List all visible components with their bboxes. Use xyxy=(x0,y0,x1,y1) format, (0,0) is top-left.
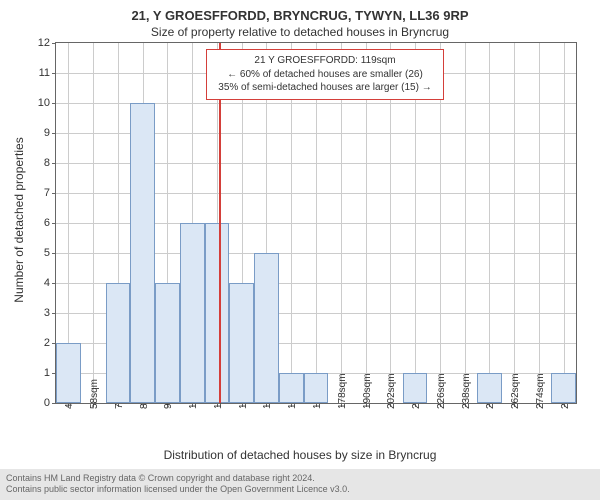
histogram-bar xyxy=(477,373,502,403)
ytick-mark xyxy=(52,253,56,254)
histogram-bar xyxy=(130,103,155,403)
xtick-label: 58sqm xyxy=(89,379,100,409)
annotation-box: 21 Y GROESFFORDD: 119sqm← 60% of detache… xyxy=(206,49,444,100)
ytick-mark xyxy=(52,133,56,134)
histogram-bar xyxy=(403,373,428,403)
xtick-label: 226sqm xyxy=(436,373,447,409)
ytick-mark xyxy=(52,313,56,314)
gridline-v xyxy=(514,43,515,403)
gridline-v xyxy=(93,43,94,403)
y-axis-label: Number of detached properties xyxy=(12,137,26,302)
ytick-mark xyxy=(52,103,56,104)
ytick-label: 6 xyxy=(44,217,50,229)
histogram-bar xyxy=(180,223,205,403)
histogram-bar xyxy=(56,343,81,403)
ytick-label: 10 xyxy=(38,97,50,109)
ytick-mark xyxy=(52,163,56,164)
ytick-label: 12 xyxy=(38,37,50,49)
xtick-label: 262sqm xyxy=(510,373,521,409)
ytick-label: 5 xyxy=(44,247,50,259)
footer-line-1: Contains HM Land Registry data © Crown c… xyxy=(6,473,594,485)
page-title-line1: 21, Y GROESFFORDD, BRYNCRUG, TYWYN, LL36… xyxy=(0,0,600,23)
histogram-bar xyxy=(106,283,131,403)
histogram-bar xyxy=(304,373,329,403)
histogram-bar xyxy=(155,283,180,403)
xtick-label: 190sqm xyxy=(362,373,373,409)
histogram-bar xyxy=(229,283,254,403)
footer-attribution: Contains HM Land Registry data © Crown c… xyxy=(0,469,600,500)
xtick-label: 202sqm xyxy=(386,373,397,409)
chart-plot-area: 012345678910111246sqm58sqm70sqm82sqm94sq… xyxy=(55,42,577,404)
ytick-mark xyxy=(52,43,56,44)
ytick-label: 1 xyxy=(44,367,50,379)
histogram-bar xyxy=(279,373,304,403)
ytick-mark xyxy=(52,193,56,194)
ytick-label: 0 xyxy=(44,397,50,409)
page-title-line2: Size of property relative to detached ho… xyxy=(0,23,600,39)
gridline-v xyxy=(489,43,490,403)
ytick-label: 4 xyxy=(44,277,50,289)
gridline-v xyxy=(465,43,466,403)
gridline-v xyxy=(564,43,565,403)
annotation-line: ← 60% of detached houses are smaller (26… xyxy=(215,68,435,82)
xtick-label: 238sqm xyxy=(461,373,472,409)
footer-line-2: Contains public sector information licen… xyxy=(6,484,594,496)
histogram-bar xyxy=(551,373,576,403)
ytick-label: 2 xyxy=(44,337,50,349)
ytick-label: 11 xyxy=(39,67,50,79)
xtick-label: 274sqm xyxy=(535,373,546,409)
xtick-label: 178sqm xyxy=(337,373,348,409)
ytick-mark xyxy=(52,223,56,224)
annotation-line: 35% of semi-detached houses are larger (… xyxy=(215,81,435,95)
histogram-bar xyxy=(254,253,279,403)
ytick-mark xyxy=(52,403,56,404)
x-axis-label: Distribution of detached houses by size … xyxy=(0,448,600,462)
annotation-line: 21 Y GROESFFORDD: 119sqm xyxy=(215,54,435,68)
histogram-bar xyxy=(205,223,230,403)
ytick-label: 3 xyxy=(44,307,50,319)
ytick-label: 8 xyxy=(44,157,50,169)
ytick-mark xyxy=(52,283,56,284)
ytick-mark xyxy=(52,73,56,74)
gridline-v xyxy=(539,43,540,403)
ytick-label: 7 xyxy=(44,187,50,199)
ytick-label: 9 xyxy=(44,127,50,139)
